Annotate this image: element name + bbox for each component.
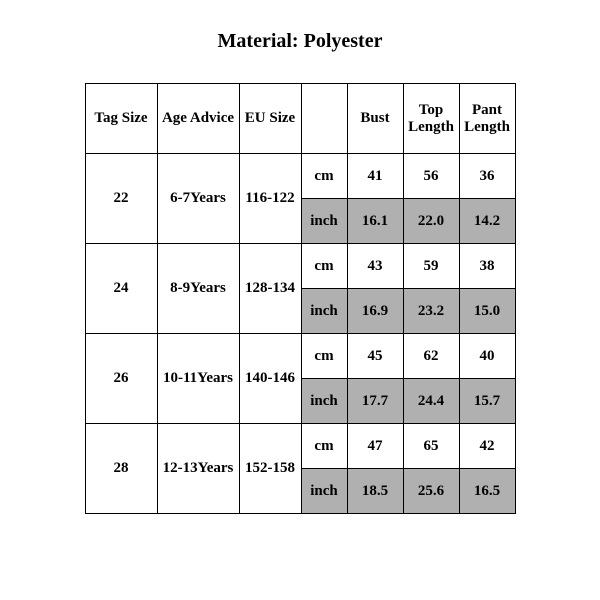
col-tag-size: Tag Size <box>85 84 157 154</box>
table-row: 24 8-9Years 128-134 cm 43 59 38 <box>85 244 515 289</box>
cell-eu-size: 140-146 <box>239 334 301 424</box>
cell-unit-cm: cm <box>301 424 347 469</box>
cell-top: 23.2 <box>403 289 459 334</box>
col-pant-length: Pant Length <box>459 84 515 154</box>
cell-top: 25.6 <box>403 469 459 514</box>
page-title: Material: Polyester <box>0 30 600 53</box>
cell-top: 65 <box>403 424 459 469</box>
table-row: 28 12-13Years 152-158 cm 47 65 42 <box>85 424 515 469</box>
cell-bust: 18.5 <box>347 469 403 514</box>
cell-eu-size: 116-122 <box>239 154 301 244</box>
cell-age-advice: 8-9Years <box>157 244 239 334</box>
cell-tag-size: 24 <box>85 244 157 334</box>
cell-bust: 16.1 <box>347 199 403 244</box>
page: Material: Polyester Tag Size Age Advice … <box>0 0 600 600</box>
cell-tag-size: 26 <box>85 334 157 424</box>
col-age-advice: Age Advice <box>157 84 239 154</box>
table-row: 22 6-7Years 116-122 cm 41 56 36 <box>85 154 515 199</box>
cell-unit-inch: inch <box>301 469 347 514</box>
cell-bust: 41 <box>347 154 403 199</box>
cell-bust: 43 <box>347 244 403 289</box>
cell-bust: 16.9 <box>347 289 403 334</box>
cell-unit-cm: cm <box>301 334 347 379</box>
cell-age-advice: 10-11Years <box>157 334 239 424</box>
col-unit <box>301 84 347 154</box>
cell-top: 59 <box>403 244 459 289</box>
cell-age-advice: 12-13Years <box>157 424 239 514</box>
cell-unit-inch: inch <box>301 379 347 424</box>
cell-unit-cm: cm <box>301 244 347 289</box>
cell-unit-inch: inch <box>301 199 347 244</box>
cell-bust: 45 <box>347 334 403 379</box>
cell-pant: 38 <box>459 244 515 289</box>
cell-pant: 36 <box>459 154 515 199</box>
cell-tag-size: 28 <box>85 424 157 514</box>
col-bust: Bust <box>347 84 403 154</box>
cell-pant: 15.7 <box>459 379 515 424</box>
cell-unit-cm: cm <box>301 154 347 199</box>
cell-top: 22.0 <box>403 199 459 244</box>
cell-pant: 14.2 <box>459 199 515 244</box>
cell-eu-size: 128-134 <box>239 244 301 334</box>
cell-pant: 42 <box>459 424 515 469</box>
cell-top: 62 <box>403 334 459 379</box>
cell-top: 56 <box>403 154 459 199</box>
cell-pant: 40 <box>459 334 515 379</box>
cell-age-advice: 6-7Years <box>157 154 239 244</box>
col-eu-size: EU Size <box>239 84 301 154</box>
size-table: Tag Size Age Advice EU Size Bust Top Len… <box>85 83 516 514</box>
cell-top: 24.4 <box>403 379 459 424</box>
table-header-row: Tag Size Age Advice EU Size Bust Top Len… <box>85 84 515 154</box>
table-row: 26 10-11Years 140-146 cm 45 62 40 <box>85 334 515 379</box>
cell-tag-size: 22 <box>85 154 157 244</box>
cell-pant: 15.0 <box>459 289 515 334</box>
cell-unit-inch: inch <box>301 289 347 334</box>
cell-bust: 47 <box>347 424 403 469</box>
cell-bust: 17.7 <box>347 379 403 424</box>
col-top-length: Top Length <box>403 84 459 154</box>
cell-eu-size: 152-158 <box>239 424 301 514</box>
cell-pant: 16.5 <box>459 469 515 514</box>
